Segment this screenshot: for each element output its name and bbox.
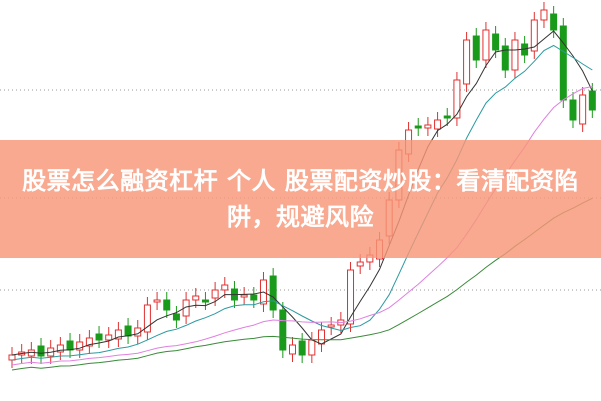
- candle-up: [579, 94, 587, 125]
- candle-up: [211, 289, 219, 299]
- candle-down: [559, 25, 567, 101]
- candle-up: [288, 344, 296, 355]
- candle-up: [240, 294, 248, 298]
- candle-down: [472, 35, 480, 61]
- candle-up: [434, 119, 442, 130]
- candle-down: [124, 325, 132, 337]
- candle-up: [424, 124, 432, 129]
- candle-up: [482, 29, 490, 61]
- article-title: 股票怎么融资杠杆 个人 股票配资炒股：看清配资陷阱，规避风险: [22, 167, 579, 231]
- candle-down: [95, 333, 103, 341]
- candle-up: [530, 19, 538, 52]
- candle-down: [298, 340, 306, 356]
- candle-up: [182, 299, 190, 317]
- candle-up: [327, 324, 335, 328]
- candle-up: [453, 79, 461, 119]
- candle-up: [76, 341, 84, 351]
- candle-down: [501, 45, 509, 71]
- candle-down: [172, 313, 180, 321]
- candle-up: [105, 334, 113, 341]
- title-banner: 股票怎么融资杠杆 个人 股票配资炒股：看清配资陷阱，规避风险: [0, 140, 601, 258]
- candle-down: [37, 345, 45, 357]
- candle-up: [221, 284, 229, 291]
- candle-down: [250, 294, 258, 301]
- candle-down: [550, 13, 558, 31]
- candle-up: [463, 39, 471, 85]
- candle-down: [492, 33, 500, 51]
- candle-up: [192, 295, 200, 301]
- candle-down: [569, 99, 577, 121]
- candle-down: [66, 340, 74, 351]
- ma10-line: [11, 44, 593, 361]
- candle-down: [588, 90, 596, 111]
- candle-up: [153, 299, 161, 303]
- ma5-line: [11, 30, 593, 356]
- candle-up: [143, 304, 151, 333]
- candle-up: [540, 9, 548, 21]
- candle-down: [414, 125, 422, 129]
- candle-down: [279, 309, 287, 351]
- candle-up: [56, 344, 64, 353]
- ma60-line: [11, 197, 593, 371]
- candle-up: [114, 329, 122, 340]
- candle-up: [85, 337, 93, 347]
- candle-up: [308, 339, 316, 356]
- candle-down: [443, 115, 451, 119]
- candle-up: [356, 261, 364, 267]
- candle-down: [163, 299, 171, 311]
- candle-up: [318, 329, 326, 345]
- candle-down: [201, 299, 209, 303]
- candle-down: [269, 275, 277, 311]
- candle-up: [511, 39, 519, 71]
- candle-up: [347, 269, 355, 325]
